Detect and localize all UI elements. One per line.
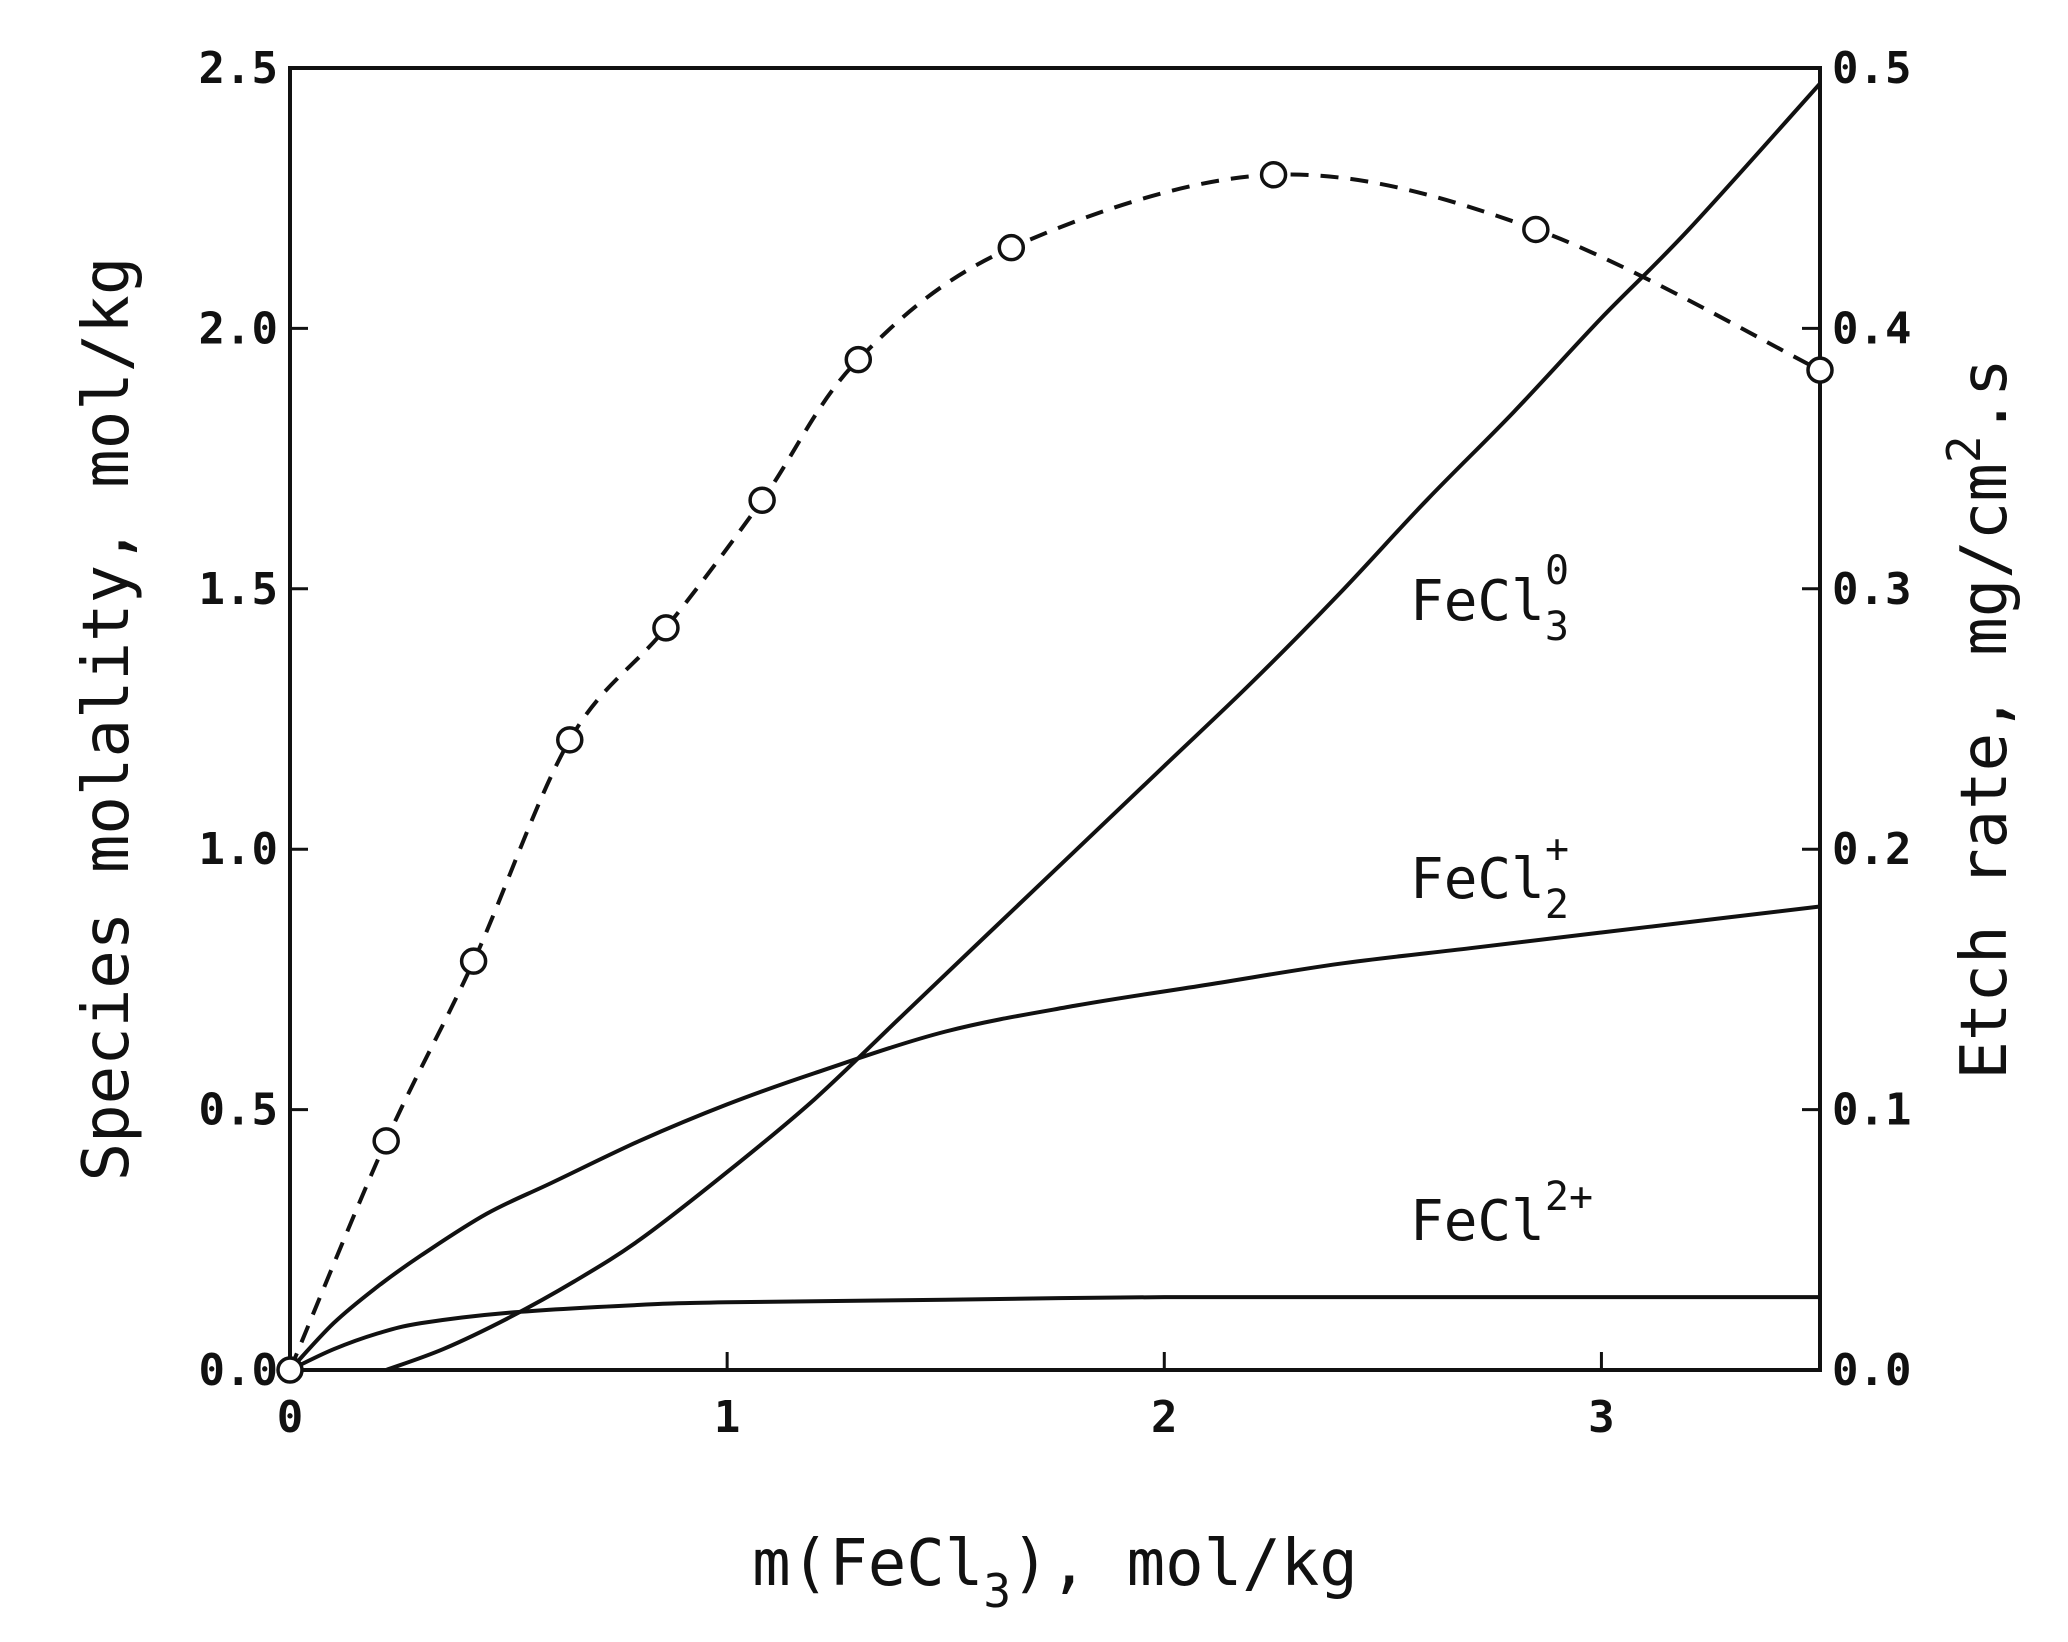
y2-axis-title-main: Etch rate, mg/cm xyxy=(1948,463,2022,1080)
x-axis-title: m(FeCl3), mol/kg xyxy=(752,1527,1358,1618)
label-fecl-base: FeCl xyxy=(1410,1189,1545,1254)
y-tick-label: 1.5 xyxy=(199,564,278,615)
etch-rate-point xyxy=(1806,356,1834,384)
etch-rate-point xyxy=(1522,215,1550,244)
x-tick-label: 3 xyxy=(1588,1392,1615,1443)
x-axis-title-sub: 3 xyxy=(983,1564,1011,1618)
x-tick-label: 0 xyxy=(277,1392,304,1443)
etch-rate-point xyxy=(844,345,873,374)
etch-rate-point xyxy=(276,1356,304,1384)
plot-frame xyxy=(288,66,1822,1372)
y-tick-label: 2.0 xyxy=(199,303,278,354)
label-fecl2-sub: 2 xyxy=(1545,882,1569,928)
y-axis-title: Species molality, mol/kg xyxy=(70,257,144,1182)
etch-rate-point xyxy=(1259,161,1288,189)
label-fecl: FeCl2+ xyxy=(1410,1174,1593,1254)
y2-tick-label: 0.3 xyxy=(1832,564,1911,615)
label-fecl3-sub: 3 xyxy=(1545,604,1569,650)
fecl-curve xyxy=(289,1294,1820,1372)
fecl2-curve xyxy=(288,904,1821,1372)
label-fecl3-sup: 0 xyxy=(1545,548,1569,594)
y2-tick-label: 0.5 xyxy=(1832,43,1911,94)
label-fecl2-base: FeCl xyxy=(1410,847,1545,912)
x-axis-title-tail: ), mol/kg xyxy=(1011,1527,1358,1601)
y2-axis-title: Etch rate, mg/cm2.s xyxy=(1937,358,2022,1079)
y-tick-label: 1.0 xyxy=(199,824,278,875)
etch-rate-point xyxy=(997,233,1026,262)
y2-tick-label: 0.0 xyxy=(1832,1345,1911,1396)
label-fecl2: FeCl2 + xyxy=(1410,826,1569,928)
y-tick-label: 0.5 xyxy=(199,1085,278,1136)
y2-tick-label: 0.1 xyxy=(1832,1085,1911,1136)
y2-tick-label: 0.2 xyxy=(1832,824,1911,875)
fecl3-curve xyxy=(385,82,1822,1372)
label-fecl2-sup: + xyxy=(1545,826,1569,872)
x-axis-title-main: m(FeCl xyxy=(752,1527,983,1601)
label-fecl3: FeCl3 0 xyxy=(1410,548,1569,650)
etch-rate-point xyxy=(748,486,776,515)
etch-rate-curve xyxy=(288,172,1821,1371)
y2-axis-title-sup: 2 xyxy=(1937,435,1991,463)
x-tick-label: 2 xyxy=(1151,1392,1178,1443)
y-tick-label: 2.5 xyxy=(199,43,278,94)
label-fecl3-base: FeCl xyxy=(1410,569,1545,634)
label-fecl-sup: 2+ xyxy=(1545,1174,1593,1220)
x-tick-label: 1 xyxy=(714,1392,741,1443)
etch-rate-point xyxy=(556,726,584,754)
etch-rate-point xyxy=(459,947,488,975)
y2-tick-label: 0.4 xyxy=(1832,303,1911,354)
etch-rate-point xyxy=(652,614,680,642)
etch-rate-point xyxy=(372,1127,400,1155)
y2-axis-title-tail: .s xyxy=(1948,358,2022,435)
y-tick-label: 0.0 xyxy=(199,1345,278,1396)
